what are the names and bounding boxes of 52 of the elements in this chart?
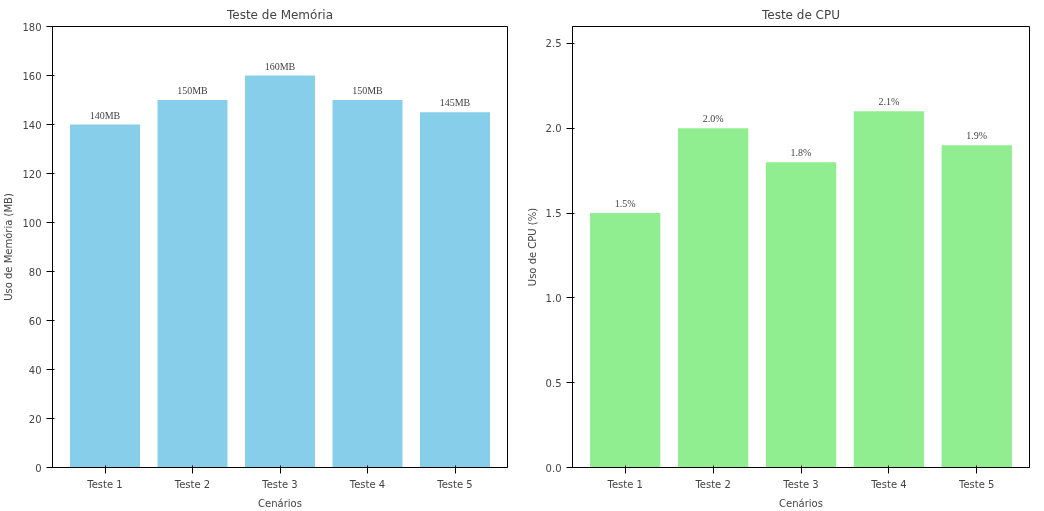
x-tick-label: Teste 1 <box>86 478 123 490</box>
y-tick-label: 0.5 <box>545 377 562 389</box>
x-tick-label: Teste 4 <box>870 478 907 490</box>
x-axis-title: Cenários <box>258 497 302 509</box>
chart-title: Teste de Memória <box>225 7 334 22</box>
x-tick-label: Teste 4 <box>348 478 386 490</box>
y-tick-label: 0.0 <box>545 462 562 474</box>
data-label: 150MB <box>352 85 384 96</box>
bar <box>853 111 925 468</box>
data-label: 1.9% <box>966 130 988 142</box>
chart-title: Teste de CPU <box>760 7 841 22</box>
bar <box>332 100 403 468</box>
data-label: 2.0% <box>702 113 724 125</box>
y-tick-label: 2.0 <box>545 123 562 135</box>
data-label: 140MB <box>89 109 121 121</box>
data-label: 145MB <box>439 97 471 109</box>
y-tick-label: 1.5 <box>545 208 562 220</box>
bar <box>765 162 837 468</box>
y-tick-label: 80 <box>28 266 42 278</box>
y-tick-label: 40 <box>28 364 42 376</box>
y-axis-title: Uso de CPU (%) <box>526 207 538 287</box>
bar <box>420 112 490 468</box>
y-tick-label: 1.0 <box>545 292 562 304</box>
x-tick-label: Teste 3 <box>261 478 298 490</box>
data-label: 1.8% <box>790 147 812 159</box>
x-tick-label: Teste 2 <box>173 478 211 490</box>
y-tick-label: 60 <box>28 315 42 327</box>
bar <box>157 100 228 468</box>
x-tick-label: Teste 1 <box>606 478 643 490</box>
y-tick-label: 180 <box>22 21 42 33</box>
x-tick-label: Teste 5 <box>436 478 473 490</box>
x-tick-label: Teste 5 <box>958 478 995 490</box>
y-tick-label: 2.5 <box>545 38 562 50</box>
bar <box>677 128 749 468</box>
y-tick-label: 160 <box>22 70 42 82</box>
data-label: 1.5% <box>614 198 636 210</box>
x-tick-label: Teste 3 <box>782 478 819 490</box>
bar <box>245 75 315 468</box>
bar <box>590 213 661 468</box>
y-tick-label: 120 <box>22 168 42 180</box>
bar <box>941 145 1012 468</box>
data-label: 160MB <box>264 60 296 72</box>
y-tick-label: 100 <box>22 217 42 229</box>
y-tick-label: 140 <box>22 119 42 131</box>
x-tick-label: Teste 2 <box>694 478 731 490</box>
y-tick-label: 20 <box>28 413 42 425</box>
y-tick-label: 0 <box>35 462 42 474</box>
y-axis-title: Uso de Memória (MB) <box>3 193 15 301</box>
data-label: 150MB <box>177 85 209 96</box>
data-label: 2.1% <box>878 96 900 108</box>
bar <box>70 124 140 468</box>
x-axis-title: Cenários <box>779 497 823 509</box>
